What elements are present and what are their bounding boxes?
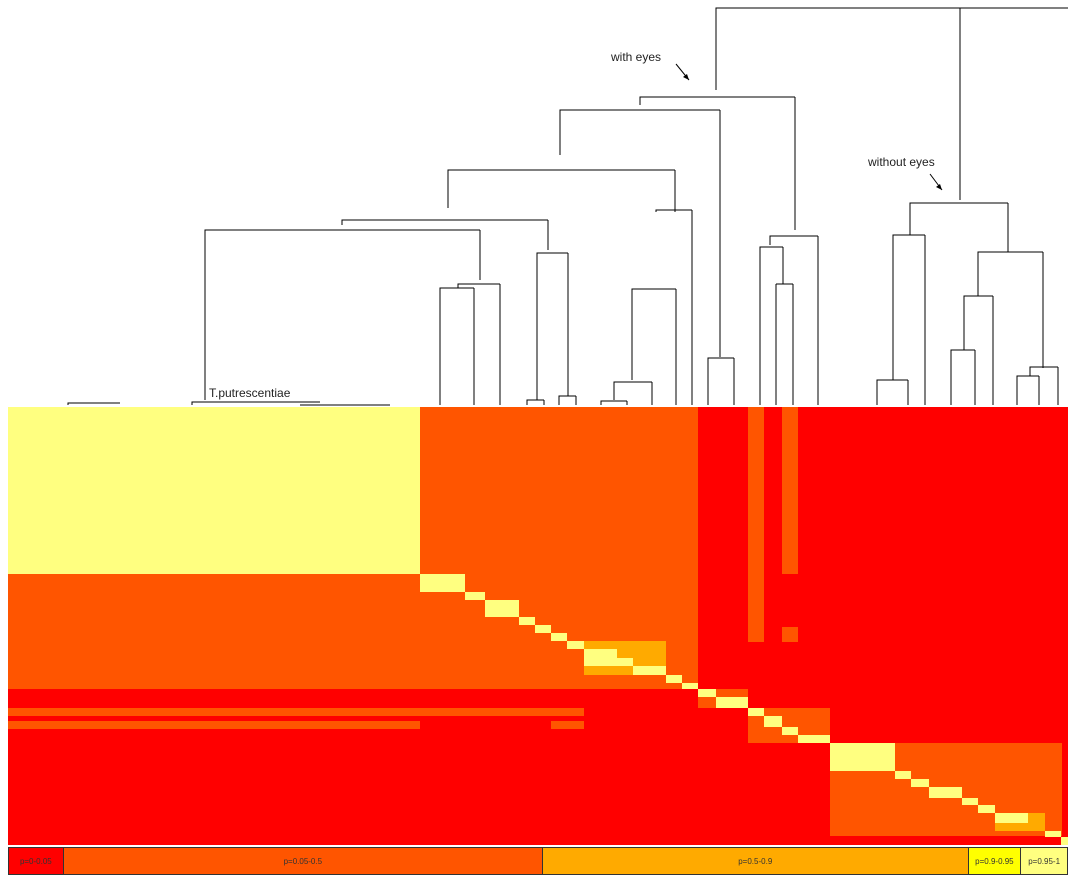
- legend-label: p=: [1028, 856, 1038, 866]
- heatmap-cell: [911, 779, 929, 787]
- dendrogram-branch: [1029, 366, 1058, 376]
- dendrogram-branch: [950, 349, 975, 405]
- heatmap-cell: [1061, 837, 1068, 845]
- heatmap-cell: [764, 716, 782, 727]
- heatmap-cell: [617, 658, 633, 666]
- legend-label: 0.95-1: [1037, 856, 1061, 866]
- heatmap-cell: [567, 641, 584, 649]
- dendrogram-branch: [204, 229, 480, 400]
- dendrogram-branch: [191, 401, 320, 405]
- heatmap-cell: [584, 649, 617, 666]
- heatmap-cell: [633, 666, 666, 675]
- taxon-label-t-putrescentiae: T.putrescentiae: [209, 386, 291, 400]
- heatmap-cell: [535, 625, 551, 633]
- heatmap-cell: [798, 735, 830, 743]
- probability-legend: p=0- 0.05 p=0.05-0.5 p=0.5-0.9 p=0.9- 0.95 p= 0…: [8, 847, 1068, 875]
- heatmap-cells: [8, 407, 1068, 845]
- heatmap-cell: [8, 574, 698, 689]
- dendrogram-branch: [457, 283, 500, 288]
- heatmap-cell: [995, 823, 1045, 831]
- dendrogram-branch: [558, 395, 576, 405]
- heatmap-cell: [929, 787, 962, 798]
- legend-segment: p=0- 0.05: [9, 848, 64, 874]
- heatmap-cell: [748, 407, 764, 642]
- heatmap-cell: [978, 805, 995, 813]
- dendrogram-branch: [977, 251, 1043, 296]
- dendrogram-branch: [559, 109, 720, 155]
- heatmap-cell: [682, 683, 698, 689]
- heatmap-cell: [551, 721, 584, 729]
- dendrogram-branch: [600, 400, 627, 405]
- heatmap-cell: [782, 627, 798, 642]
- heatmap-cell: [1045, 831, 1061, 837]
- heatmap-cell: [830, 743, 895, 771]
- dendrogram-branch: [909, 202, 1008, 235]
- dendrogram: [67, 7, 1068, 406]
- heatmap-cell: [666, 675, 682, 683]
- dendrogram-branch: [963, 295, 993, 350]
- heatmap-cell: [420, 574, 465, 592]
- heatmap-cell: [465, 592, 485, 600]
- without-eyes-label: without eyes: [868, 155, 935, 169]
- without-eyes-arrowhead: [936, 184, 942, 190]
- legend-segment: p=0.9- 0.95: [968, 848, 1022, 874]
- dendrogram-branch: [613, 381, 652, 400]
- heatmap-cell: [748, 708, 764, 716]
- legend-label: 0.95: [998, 856, 1014, 866]
- dendrogram-branch: [526, 399, 544, 405]
- dendrogram-branch: [892, 234, 925, 380]
- heatmap-cell: [698, 689, 716, 697]
- dendrogram-branch: [715, 7, 960, 90]
- dendrogram-branch: [707, 357, 734, 405]
- heatmap-cell: [485, 600, 519, 617]
- legend-label: p=0.05-0.5: [283, 856, 323, 866]
- dendrogram-branch: [639, 96, 795, 105]
- dendrogram-branch: [67, 402, 120, 405]
- heatmap-cell: [519, 617, 535, 625]
- eye-annotations: [675, 63, 943, 191]
- heatmap-cell: [895, 771, 911, 779]
- dendrogram-branch: [876, 379, 908, 405]
- heatmap-cell: [8, 721, 420, 729]
- heatmap-cell: [782, 407, 798, 574]
- heatmap-cell: [1028, 813, 1045, 823]
- heatmap-cell: [8, 407, 420, 574]
- dendrogram-branch: [655, 209, 692, 212]
- heatmap-cell: [716, 697, 748, 708]
- heatmap-cell: [551, 633, 567, 641]
- dendrogram-branch: [759, 246, 783, 405]
- dendrogram-branch: [769, 235, 818, 245]
- heatmap-cell: [420, 407, 698, 574]
- with-eyes-arrowhead: [683, 74, 689, 80]
- with-eyes-label: with eyes: [611, 50, 662, 64]
- dendrogram-branch: [341, 219, 548, 225]
- probability-heatmap: [8, 407, 1068, 845]
- legend-label: p=0.9-: [975, 856, 999, 866]
- heatmap-cell: [8, 708, 584, 716]
- legend-label: 0.05: [36, 856, 52, 866]
- legend-label: p=0.5-0.9: [738, 856, 773, 866]
- legend-segment: p=0.05-0.5: [63, 848, 543, 874]
- heatmap-cell: [962, 798, 978, 805]
- dendrogram-branch: [1016, 375, 1039, 405]
- legend-segment: p=0.5-0.9: [542, 848, 969, 874]
- legend-segment: p= 0.95-1: [1021, 848, 1067, 874]
- dendrogram-branches: [67, 7, 1068, 406]
- dendrogram-branch: [536, 252, 568, 400]
- heatmap-cell: [782, 727, 798, 735]
- dendrogram-branch: [447, 169, 675, 208]
- dendrogram-branch: [631, 288, 676, 380]
- dendrogram-branch: [439, 287, 474, 405]
- legend-label: p=0-: [19, 856, 37, 866]
